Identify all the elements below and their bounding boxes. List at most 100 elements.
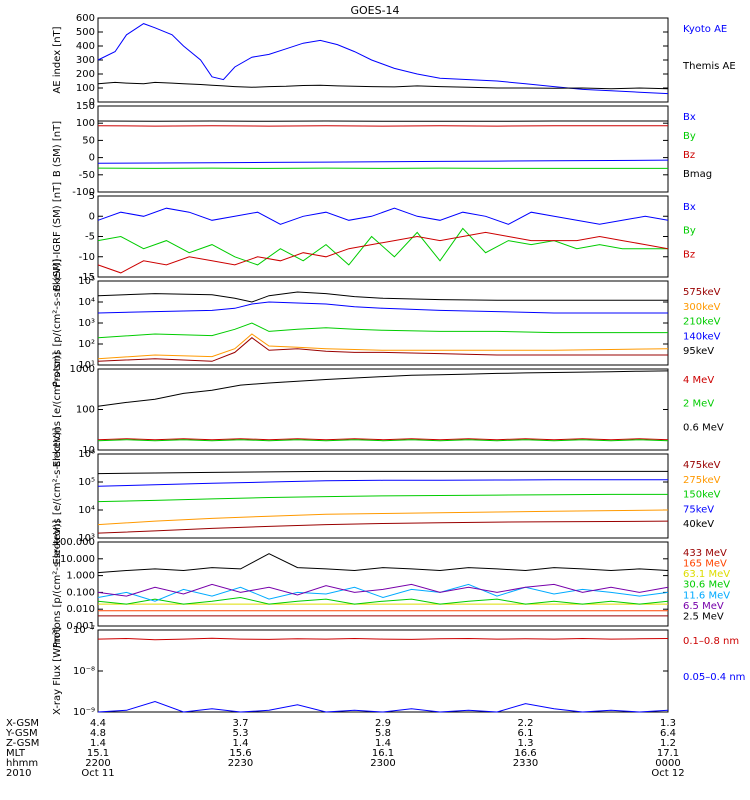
y-tick-label: 300 xyxy=(76,55,95,66)
y-tick-label: 10¹ xyxy=(78,360,95,371)
ephemeris-value: 15.1 xyxy=(87,748,109,759)
ephemeris-value: 15.6 xyxy=(229,748,251,759)
series-line-95keV xyxy=(97,291,668,303)
y-tick-label: 0.100 xyxy=(66,587,95,598)
ephemeris-value: 4.4 xyxy=(90,718,106,729)
legend-entry: 75keV xyxy=(683,504,714,515)
legend-entry: 433 MeV xyxy=(683,548,727,559)
legend-entry: 2 MeV xyxy=(683,399,714,410)
y-tick-label: -15 xyxy=(79,272,95,283)
y-tick-label: 0.001 xyxy=(66,621,95,632)
ephemeris-value: 3.7 xyxy=(233,718,249,729)
y-tick-label: 0 xyxy=(89,211,95,222)
series-line-Kyoto-AE xyxy=(97,23,669,95)
y-tick-label: 10⁵ xyxy=(78,276,95,287)
series-line-75keV xyxy=(97,479,668,487)
panel-frame xyxy=(97,195,669,278)
legend-entry: Bmag xyxy=(683,169,712,180)
legend-entry: 0.05–0.4 nm xyxy=(683,672,745,683)
legend-entry: 11.6 MeV xyxy=(683,590,730,601)
ephemeris-row-label: hhmm xyxy=(6,758,38,769)
ephemeris-value: 1.4 xyxy=(90,738,106,749)
ephemeris-value: 17.1 xyxy=(657,748,679,759)
y-tick-label: -10 xyxy=(79,252,95,263)
panel-frame xyxy=(97,105,669,193)
legend-entry: 40keV xyxy=(683,519,714,530)
series-line-0.05–0.4-nm xyxy=(97,700,669,713)
ephemeris-row-label: Y-GSM xyxy=(5,728,38,739)
panel-protons2: 100.000 10.000 1.000 0.100 0.010 0.001Protons… xyxy=(52,520,730,648)
series-line-11.6-MeV xyxy=(97,583,669,602)
series-line-By xyxy=(97,227,668,266)
y-tick-label: -100 xyxy=(72,187,95,198)
legend-entry: 6.5 MeV xyxy=(683,601,724,612)
y-tick-label: 50 xyxy=(82,135,95,146)
legend-entry: By xyxy=(683,131,696,142)
panel-ae: 600 500 400 300 200 100 0 AE index [nT] Kyoto AE… xyxy=(52,13,736,108)
ephemeris-value: 2330 xyxy=(513,758,538,769)
ephemeris-row-label: Z-GSM xyxy=(6,738,39,749)
series-line-4-MeV xyxy=(97,438,669,441)
series-line-Bx xyxy=(97,159,669,164)
y-tick-label: 100 xyxy=(76,118,95,129)
legend-entry: 140keV xyxy=(683,331,721,342)
y-axis-label: B (SM) [nT] xyxy=(52,121,63,177)
y-axis-label: AE index [nT] xyxy=(52,26,63,93)
legend-entry: 475keV xyxy=(683,460,721,471)
ephemeris-value: 4.8 xyxy=(90,728,106,739)
ephemeris-value: 5.8 xyxy=(375,728,391,739)
legend-entry: 575keV xyxy=(683,287,721,298)
legend-entry: By xyxy=(683,226,696,237)
y-tick-label: 10⁻⁹ xyxy=(73,707,95,718)
ephemeris-value: 5.3 xyxy=(233,728,249,739)
series-line-30.6-MeV xyxy=(97,596,669,605)
y-tick-label: 10.000 xyxy=(60,554,95,565)
y-tick-label: 0.010 xyxy=(66,604,95,615)
series-line-575keV xyxy=(97,337,668,362)
series-line-0.1–0.8-nm xyxy=(97,637,669,641)
ephemeris-value: 1.4 xyxy=(375,738,391,749)
y-tick-label: 500 xyxy=(76,27,95,38)
y-tick-label: 5 xyxy=(89,191,95,202)
legend-entry: 95keV xyxy=(683,346,714,357)
series-line-Bz xyxy=(97,231,669,274)
y-tick-label: 1000 xyxy=(70,364,95,375)
panel-frame xyxy=(97,629,669,713)
ephemeris-value: 2200 xyxy=(85,758,110,769)
series-line-300keV xyxy=(97,333,669,360)
y-tick-label: 150 xyxy=(76,101,95,112)
legend-entry: 210keV xyxy=(683,317,721,328)
ephemeris-row-label: 2010 xyxy=(6,768,31,779)
y-tick-label: 100 xyxy=(76,83,95,94)
panel-frame xyxy=(97,541,669,627)
ephemeris-value: 1.4 xyxy=(233,738,249,749)
y-tick-label: 10² xyxy=(78,339,95,350)
y-tick-label: 1.000 xyxy=(66,571,95,582)
panel-frame xyxy=(97,453,669,539)
legend-entry: Bz xyxy=(683,150,695,161)
y-axis-label: Electrons [e/(cm²-s-sr-keV)] xyxy=(52,427,63,564)
y-tick-label: 400 xyxy=(76,41,95,52)
y-tick-label: 10⁵ xyxy=(78,477,95,488)
y-tick-label: 10³ xyxy=(78,533,95,544)
panel-frame xyxy=(97,368,669,451)
panel-electrons1: 1000 100 10 Electrons [e/(cm²-s-sr)] 4 MeV 2 … xyxy=(52,352,724,468)
panel-xray: 10⁻⁷ 10⁻⁸ 10⁻⁹ X-ray Flux [W/m²] 0.1–0.8 nm 0… xyxy=(52,625,745,718)
legend-entry: Bz xyxy=(683,249,695,260)
series-line-210keV xyxy=(97,322,668,339)
legend-entry: Bx xyxy=(683,112,696,123)
series-line-0.6-MeV xyxy=(97,370,669,407)
series-line-Bx xyxy=(97,207,669,225)
panel-protons1: 10⁵ 10⁴ 10³ 10² 10¹ Protons [p/(cm²-s-sr-keV)… xyxy=(52,259,721,387)
ephemeris-value: 2300 xyxy=(370,758,395,769)
legend-entry: Themis AE xyxy=(682,61,736,72)
y-tick-label: 10⁶ xyxy=(78,449,95,460)
series-line-2.5-MeV xyxy=(97,553,669,574)
panel-b: 150 100 50 0 -50 -100 B (SM) [nT] Bx By Bz Bmag xyxy=(52,101,712,198)
y-tick-label: 100.000 xyxy=(54,537,95,548)
y-tick-label: 100 xyxy=(76,405,95,416)
y-tick-label: 10⁴ xyxy=(78,505,95,516)
series-line-475keV xyxy=(97,520,669,534)
y-axis-label: Electrons [e/(cm²-s-sr)] xyxy=(52,352,63,468)
